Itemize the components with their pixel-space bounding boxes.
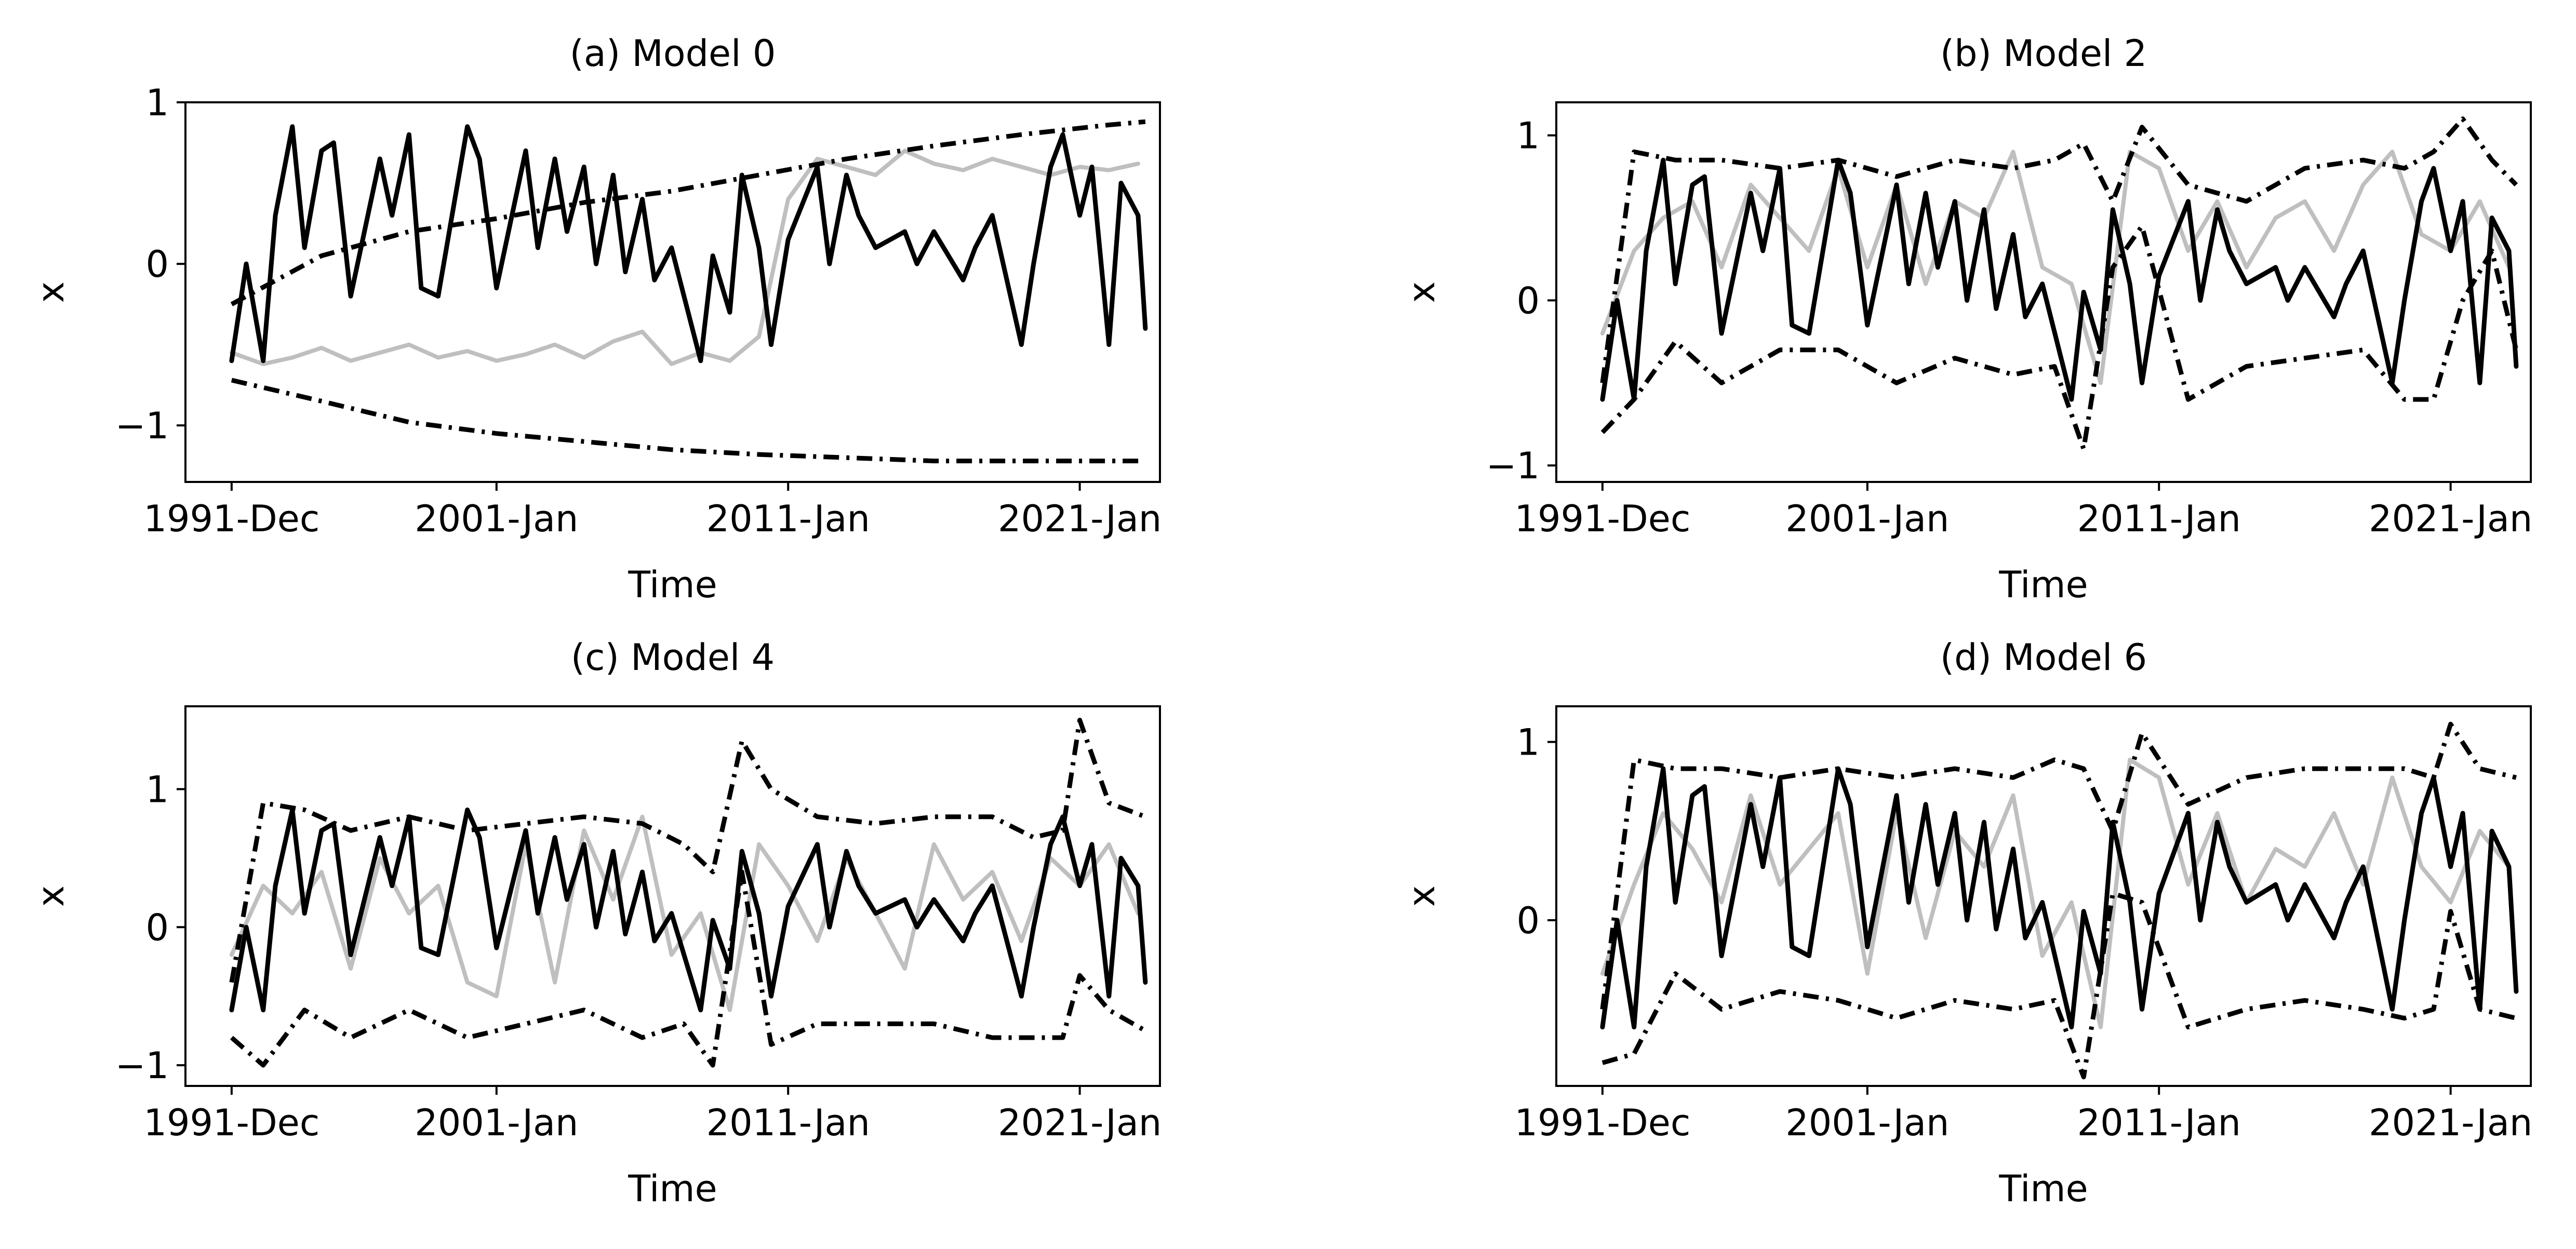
y-axis-label: x: [30, 885, 72, 907]
x-tick-label: 2011-Jan: [706, 498, 870, 540]
series-line-gray-0: [1600, 758, 2511, 1029]
series-group: [1600, 116, 2519, 451]
series-group: [229, 718, 1148, 1068]
plot-frame: [1555, 705, 2532, 1087]
x-tick-label: 2021-Jan: [2369, 1102, 2532, 1144]
x-tick-label: 2021-Jan: [998, 1102, 1162, 1144]
panel-title: (c) Model 4: [571, 636, 775, 679]
y-tick-label: 1: [145, 768, 169, 811]
y-tick-label: 1: [1516, 721, 1540, 764]
series-line-solid-1: [229, 807, 1148, 1013]
series-line-dashdot-3: [231, 378, 1145, 464]
x-axis-label: Time: [1998, 563, 2088, 606]
y-tick-label: 0: [1516, 899, 1540, 942]
x-tick-label: 1991-Dec: [143, 1102, 319, 1144]
x-tick-label: 2021-Jan: [998, 498, 1162, 540]
plot-frame: [184, 101, 1161, 483]
y-axis-label: x: [30, 281, 72, 303]
panel-4: 1991-Dec 2001-Jan 2011-Jan 2021-Jan 0 1 (d) Mo…: [1400, 636, 2532, 1210]
x-tick-label: 2001-Jan: [415, 1102, 578, 1144]
x-tick-label: 1991-Dec: [1514, 498, 1690, 540]
y-tick-label: −1: [1486, 445, 1540, 487]
x-tick-label: 2001-Jan: [1785, 498, 1949, 540]
series-line-gray-0: [229, 814, 1140, 1012]
series-group: [1600, 721, 2519, 1080]
series-line-gray-0: [1600, 150, 2511, 385]
x-tick-label: 2011-Jan: [2077, 1102, 2241, 1144]
series-line-dashdot-2: [1600, 721, 2517, 1010]
x-axis-label: Time: [1998, 1167, 2088, 1210]
panel-title: (a) Model 0: [570, 32, 776, 75]
panel-title: (d) Model 6: [1940, 636, 2147, 679]
panel-title: (b) Model 2: [1940, 32, 2147, 75]
panel-3: 1991-Dec 2001-Jan 2011-Jan 2021-Jan −1 0 1 (c) …: [30, 636, 1162, 1210]
y-axis-label: x: [1400, 885, 1443, 907]
series-line-gray-0: [229, 149, 1140, 366]
x-tick-label: 2001-Jan: [1785, 1102, 1949, 1144]
plot-frame: [1555, 101, 2532, 483]
series-line-dashdot-3: [1600, 223, 2519, 451]
y-tick-label: −1: [115, 1044, 169, 1087]
x-tick-label: 2021-Jan: [2369, 498, 2532, 540]
y-tick-label: 0: [145, 906, 169, 949]
series-line-dashdot-2: [230, 119, 1146, 306]
series-group: [229, 119, 1148, 464]
x-tick-label: 1991-Dec: [143, 498, 319, 540]
panel-1: 1991-Dec 2001-Jan 2011-Jan 2021-Jan −1 0 1 (a) …: [30, 32, 1162, 606]
y-tick-label: −1: [115, 405, 169, 447]
series-line-dashdot-2: [229, 718, 1146, 983]
x-tick-label: 2011-Jan: [706, 1102, 870, 1144]
y-axis-label: x: [1400, 281, 1443, 303]
y-tick-label: 0: [145, 243, 169, 286]
y-tick-label: 0: [1516, 279, 1540, 322]
panel-2: 1991-Dec 2001-Jan 2011-Jan 2021-Jan −1 0 1 (b) …: [1400, 32, 2532, 606]
series-line-dashdot-3: [230, 869, 1147, 1068]
y-tick-label: 1: [145, 82, 169, 124]
series-line-solid-1: [1600, 157, 2519, 402]
series-line-solid-1: [1600, 766, 2519, 1030]
y-tick-label: 1: [1516, 115, 1540, 157]
x-tick-label: 2001-Jan: [415, 498, 578, 540]
series-line-solid-1: [229, 124, 1148, 364]
x-tick-label: 1991-Dec: [1514, 1102, 1690, 1144]
series-line-dashdot-3: [1601, 891, 2517, 1080]
x-axis-label: Time: [628, 563, 717, 606]
plot-frame: [184, 705, 1161, 1087]
x-tick-label: 2011-Jan: [2077, 498, 2241, 540]
x-axis-label: Time: [628, 1167, 717, 1210]
